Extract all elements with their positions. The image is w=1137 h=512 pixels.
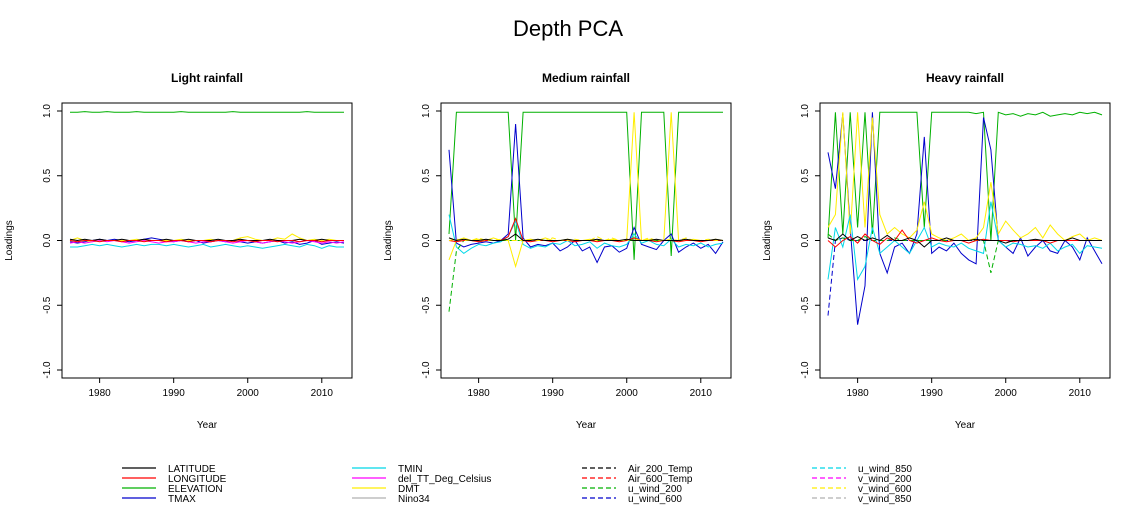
x-tick-label: 2000 [616, 388, 639, 399]
y-axis-label: Loadings [4, 220, 15, 261]
legend-item: ELEVATION [122, 484, 223, 495]
x-tick-label: 2000 [995, 388, 1018, 399]
legend-item: TMIN [352, 464, 422, 475]
legend-label: Air_200_Temp [628, 464, 693, 475]
series-line-ELEVATION [70, 111, 344, 113]
legend-item: Air_600_Temp [582, 474, 693, 485]
x-axis-label: Year [955, 420, 976, 431]
legend-label: DMT [398, 484, 420, 495]
panel-1: Medium rainfall 1980 1990 2000 2010 -1.0 -0.5 0… [383, 71, 732, 431]
series-line-DMT [448, 112, 724, 269]
legend-label: TMAX [168, 494, 196, 505]
x-tick-label: 2010 [690, 388, 713, 399]
legend-item: u_wind_850 [812, 464, 912, 475]
series-line-ELEVATION [827, 111, 1103, 241]
legend-item: u_wind_600 [582, 494, 682, 505]
legend-label: del_TT_Deg_Celsius [398, 474, 491, 485]
series-line-LATITUDE [448, 233, 724, 242]
y-tick-label: -0.5 [42, 296, 53, 314]
legend-label: u_wind_200 [628, 484, 682, 495]
series-line-TMAX [69, 237, 345, 245]
legend-label: v_wind_600 [858, 484, 912, 495]
series-line-TMIN [70, 243, 344, 249]
legend-label: TMIN [398, 464, 422, 475]
legend-label: Nino34 [398, 494, 430, 505]
legend-item: LONGITUDE [122, 474, 227, 485]
series-line-DMT [827, 112, 1103, 242]
x-tick-label: 1990 [163, 388, 186, 399]
x-tick-label: 1980 [467, 388, 490, 399]
y-tick-label: 0.0 [421, 233, 432, 247]
y-tick-label: -0.5 [421, 296, 432, 314]
legend-label: LATITUDE [168, 464, 216, 475]
legend-item: v_wind_850 [812, 494, 912, 505]
legend-item: u_wind_200 [582, 484, 682, 495]
legend-item: del_TT_Deg_Celsius [352, 474, 491, 485]
x-tick-label: 1980 [88, 388, 111, 399]
y-tick-label: 0.0 [800, 233, 811, 247]
y-tick-label: 1.0 [421, 104, 432, 118]
y-tick-label: 0.5 [421, 168, 432, 182]
series-line-LONGITUDE [69, 240, 344, 243]
x-axis-label: Year [576, 420, 597, 431]
panel-2: Heavy rainfall 1980 1990 2000 2010 -1.0 -0.5 0.… [762, 71, 1111, 431]
y-tick-label: -1.0 [800, 361, 811, 379]
series-group [448, 111, 724, 312]
x-tick-label: 2010 [1069, 388, 1092, 399]
panels: Light rainfall 1980 1990 2000 2010 -1.0 -0.5 0.… [4, 71, 1111, 431]
y-tick-label: -0.5 [800, 296, 811, 314]
series-line-TMIN [448, 214, 724, 255]
panel-title: Heavy rainfall [926, 71, 1004, 85]
y-axis-label: Loadings [762, 220, 773, 261]
legend-label: v_wind_850 [858, 494, 912, 505]
x-tick-label: 2000 [237, 388, 260, 399]
legend-item: v_wind_200 [812, 474, 912, 485]
y-tick-label: 0.5 [42, 168, 53, 182]
legend-label: ELEVATION [168, 484, 223, 495]
series-line-LATITUDE [827, 233, 1102, 248]
panel-0: Light rainfall 1980 1990 2000 2010 -1.0 -0.5 0.… [4, 71, 353, 431]
legend-label: u_wind_850 [858, 464, 912, 475]
y-tick-label: 0.0 [42, 233, 53, 247]
legend-item: DMT [352, 484, 420, 495]
legend-item: Nino34 [352, 494, 430, 505]
legend-label: LONGITUDE [168, 474, 227, 485]
legend-item: Air_200_Temp [582, 464, 693, 475]
y-tick-label: -1.0 [42, 361, 53, 379]
legend-item: v_wind_600 [812, 484, 912, 495]
series-line-u_wind_200 [827, 233, 1102, 274]
legend-item: TMAX [122, 494, 196, 505]
legend-item: LATITUDE [122, 464, 216, 475]
legend-label: Air_600_Temp [628, 474, 693, 485]
y-tick-label: 0.5 [800, 168, 811, 182]
figure-title: Depth PCA [513, 16, 623, 41]
legend-label: u_wind_600 [628, 494, 682, 505]
y-tick-label: 1.0 [42, 104, 53, 118]
x-tick-label: 2010 [311, 388, 334, 399]
series-group [69, 111, 345, 249]
legend-label: v_wind_200 [858, 474, 912, 485]
y-axis-label: Loadings [383, 220, 394, 261]
series-line-TMIN [827, 201, 1103, 281]
y-tick-label: -1.0 [421, 361, 432, 379]
x-axis-label: Year [197, 420, 218, 431]
x-tick-label: 1990 [542, 388, 565, 399]
x-tick-label: 1980 [846, 388, 869, 399]
panel-title: Medium rainfall [542, 71, 630, 85]
y-tick-label: 1.0 [800, 104, 811, 118]
series-line-ELEVATION [448, 111, 723, 260]
panel-title: Light rainfall [171, 71, 243, 85]
x-tick-label: 1990 [921, 388, 944, 399]
series-group [827, 111, 1103, 325]
